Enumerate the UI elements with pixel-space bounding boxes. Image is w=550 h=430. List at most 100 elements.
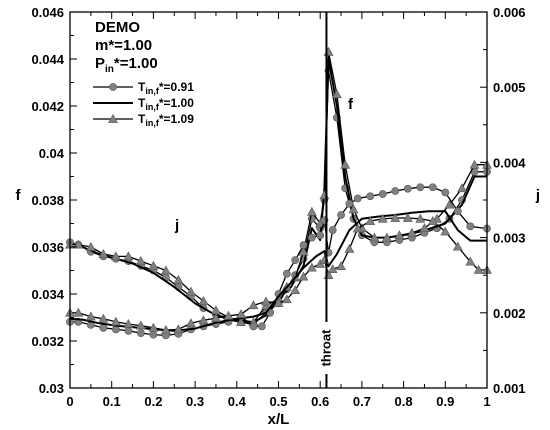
series-f-1 (70, 58, 487, 324)
data-point-triangle (85, 311, 96, 321)
mass-flow-value: m*=1.00 (95, 37, 152, 54)
data-point-triangle (261, 296, 271, 306)
series-line (70, 217, 487, 331)
data-point-triangle (415, 213, 426, 223)
data-point-triangle (73, 239, 84, 249)
data-point-circle (124, 326, 133, 335)
y-right-tick-label: 0.001 (493, 381, 526, 396)
data-point-triangle (382, 232, 392, 242)
data-point-triangle (419, 223, 430, 233)
data-point-triangle (135, 320, 146, 330)
x-tick-label: 0 (66, 394, 73, 409)
data-point-triangle (344, 243, 355, 253)
case-info: DEMO m*=1.00 Pin*=1.00 (95, 19, 158, 75)
data-point-circle (453, 207, 462, 216)
y-right-tick-label: 0.003 (493, 231, 526, 246)
data-point-circle (366, 192, 375, 201)
data-point-circle (136, 329, 145, 338)
legend-label: Tin,f*=1.09 (138, 112, 194, 128)
data-point-circle (428, 183, 437, 192)
inlet-pressure-subscript: in (105, 64, 114, 75)
data-point-triangle (306, 206, 317, 216)
data-point-triangle (248, 300, 259, 310)
j-curves-label: j (174, 217, 179, 234)
x-tick-label: 0.5 (269, 394, 287, 409)
data-point-circle (149, 330, 158, 339)
data-point-triangle (85, 241, 96, 251)
data-point-circle (291, 256, 300, 265)
x-tick-label: 0.9 (436, 394, 454, 409)
series-f-0 (66, 66, 491, 329)
data-point-triangle (331, 89, 342, 99)
series-layer (65, 46, 492, 340)
data-point-triangle (298, 271, 309, 281)
data-point-triangle (452, 241, 463, 251)
data-point-triangle (365, 216, 376, 225)
data-point-triangle (186, 286, 196, 296)
series-line (69, 70, 487, 326)
inlet-pressure-number: *=1.00 (114, 55, 158, 72)
data-point-circle (257, 322, 266, 331)
x-tick-label: 0.1 (103, 394, 121, 409)
y-right-tick-label: 0.005 (493, 80, 526, 95)
data-point-triangle (427, 216, 438, 225)
y-right-tick-label: 0.002 (493, 306, 526, 321)
data-point-triangle (161, 325, 171, 334)
legend-entry-2: Tin,f*=1.09 (93, 112, 194, 128)
data-point-triangle (223, 310, 234, 320)
x-tick-label: 0.6 (311, 394, 329, 409)
axis-ticks: 0 0.1 0.2 0.3 0.4 0.5 0.6 0.7 0.8 0.9 1 0.03 0.032 0.… (31, 5, 526, 409)
data-point-triangle (377, 213, 388, 223)
data-point-circle (337, 211, 345, 219)
data-point-triangle (348, 204, 359, 214)
data-point-triangle (110, 251, 121, 261)
inlet-pressure-base: P (95, 55, 105, 72)
throat-label: throat (318, 329, 333, 367)
data-point-triangle (211, 313, 221, 322)
x-tick-label: 1 (483, 394, 490, 409)
y-right-tick-label: 0.006 (493, 5, 526, 20)
y-right-tick-label: 0.004 (493, 155, 526, 170)
data-point-circle (99, 323, 108, 332)
data-point-triangle (444, 199, 455, 209)
data-point-triangle (369, 232, 380, 242)
data-point-triangle (290, 285, 301, 295)
data-point-triangle (173, 324, 184, 334)
data-point-triangle (110, 316, 121, 326)
x-tick-label: 0.2 (144, 394, 162, 409)
x-tick-label: 0.4 (228, 394, 247, 409)
data-point-triangle (98, 313, 109, 323)
x-tick-label: 0.3 (186, 394, 204, 409)
data-point-triangle (352, 223, 363, 233)
y-left-tick-label: 0.042 (31, 99, 64, 114)
data-point-circle (378, 190, 387, 198)
y-left-tick-label: 0.03 (39, 381, 64, 396)
x-tick-label: 0.7 (353, 394, 371, 409)
y-left-tick-label: 0.04 (39, 146, 65, 161)
data-point-circle (353, 194, 362, 203)
data-point-triangle (123, 319, 134, 328)
data-point-circle (249, 322, 258, 331)
y-axis-title-right: j (535, 187, 540, 204)
data-point-triangle (273, 298, 284, 307)
data-point-circle (391, 187, 400, 195)
y-left-tick-label: 0.046 (31, 5, 64, 20)
data-point-triangle (108, 113, 118, 123)
legend-entry-0: Tin,f*=0.91 (93, 80, 194, 96)
data-point-circle (441, 188, 450, 197)
data-point-triangle (135, 256, 146, 265)
data-point-triangle (407, 227, 417, 237)
data-point-triangle (173, 274, 184, 284)
data-point-triangle (236, 317, 246, 327)
data-point-circle (328, 226, 337, 234)
data-point-circle (299, 241, 308, 250)
data-point-triangle (402, 213, 413, 222)
data-point-triangle (465, 256, 476, 266)
data-point-triangle (469, 159, 480, 169)
case-name: DEMO (95, 19, 140, 36)
data-point-triangle (394, 230, 405, 240)
data-point-triangle (457, 183, 467, 193)
data-point-triangle (73, 307, 84, 317)
